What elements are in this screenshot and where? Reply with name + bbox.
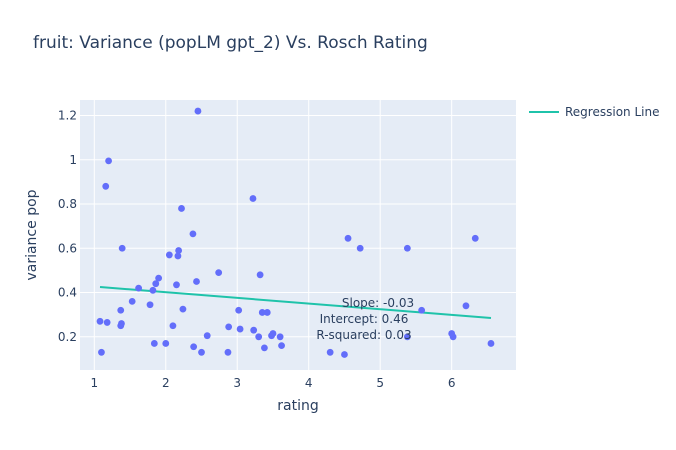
data-point — [341, 351, 348, 358]
data-point — [235, 306, 243, 314]
data-point — [203, 332, 211, 340]
data-point — [418, 306, 426, 314]
data-point — [162, 340, 170, 347]
r-squared-text: R-squared: 0.03 — [316, 328, 411, 342]
data-point — [225, 323, 233, 331]
x-axis-ticks: 1 2 3 4 5 6 — [90, 376, 455, 390]
data-point — [403, 333, 411, 341]
x-tick-label: 1 — [90, 376, 98, 390]
data-point — [175, 247, 183, 254]
data-point — [193, 278, 200, 285]
data-point — [105, 157, 112, 165]
x-axis-title: rating — [277, 398, 318, 414]
data-point — [165, 251, 173, 259]
slope-text: Slope: -0.03 — [342, 296, 414, 310]
data-point — [471, 234, 479, 242]
data-point — [250, 326, 258, 334]
x-tick-label: 6 — [448, 376, 456, 390]
data-point — [258, 309, 266, 316]
data-point — [356, 244, 364, 252]
x-tick-label: 4 — [305, 376, 313, 390]
data-point — [173, 281, 180, 289]
data-point — [178, 205, 185, 212]
data-point — [146, 301, 154, 309]
data-point — [135, 284, 143, 292]
chart-title: fruit: Variance (popLM gpt_2) Vs. Rosch … — [33, 33, 428, 53]
y-axis-ticks: 0.2 0.4 0.6 0.8 1 1.2 — [58, 108, 77, 343]
data-point — [194, 107, 202, 115]
data-point — [462, 302, 470, 310]
data-point — [150, 340, 158, 347]
regression-line — [99, 286, 492, 319]
data-point — [403, 244, 411, 252]
data-point — [487, 340, 495, 347]
grid-lines — [80, 100, 516, 370]
data-point — [256, 271, 264, 279]
legend-line-swatch — [529, 111, 559, 113]
x-tick-label: 2 — [162, 376, 170, 390]
data-point — [103, 319, 111, 326]
data-point — [344, 234, 352, 242]
intercept-text: Intercept: 0.46 — [320, 312, 409, 326]
regression-annotation: Slope: -0.03 Intercept: 0.46 R-squared: … — [316, 296, 414, 342]
y-tick-label: 1 — [69, 153, 77, 167]
data-point — [224, 348, 232, 356]
data-point — [261, 344, 268, 352]
data-point — [326, 348, 334, 356]
data-point — [236, 325, 244, 333]
y-tick-label: 0.6 — [58, 241, 77, 255]
data-point — [198, 348, 205, 356]
y-tick-label: 1.2 — [58, 108, 77, 122]
legend[interactable]: Regression Line — [529, 105, 659, 119]
data-point — [249, 195, 257, 202]
data-point — [117, 306, 125, 314]
data-point — [152, 280, 160, 288]
regression-layer — [99, 286, 492, 319]
data-point — [102, 182, 110, 190]
y-axis-title: variance pop — [24, 189, 40, 280]
data-point — [169, 322, 177, 330]
data-point — [255, 333, 263, 341]
data-point — [190, 343, 198, 351]
y-tick-label: 0.4 — [58, 286, 77, 300]
data-point — [278, 342, 285, 350]
data-point — [118, 244, 126, 252]
data-point — [263, 309, 271, 316]
y-tick-label: 0.8 — [58, 197, 77, 211]
data-point — [174, 252, 182, 260]
data-point — [179, 305, 187, 313]
data-point — [118, 320, 125, 327]
x-tick-label: 5 — [376, 376, 384, 390]
data-point — [149, 286, 157, 294]
legend-label: Regression Line — [565, 105, 660, 119]
data-point — [449, 333, 457, 341]
plot-area — [80, 100, 516, 370]
data-point — [155, 274, 163, 282]
data-point — [96, 317, 104, 325]
scatter-points — [96, 107, 495, 358]
data-point — [276, 333, 284, 341]
data-point — [189, 230, 197, 238]
data-point — [98, 348, 105, 356]
data-point — [215, 269, 223, 277]
y-tick-label: 0.2 — [58, 330, 77, 344]
x-tick-label: 3 — [233, 376, 241, 390]
data-point — [128, 297, 136, 305]
data-point — [269, 330, 277, 337]
